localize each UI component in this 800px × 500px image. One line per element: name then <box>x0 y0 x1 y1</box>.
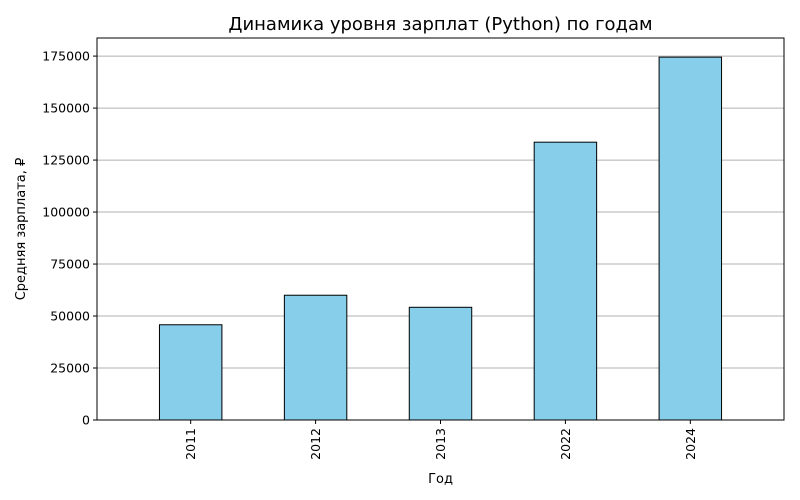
y-tick-label: 150000 <box>42 101 90 116</box>
y-tick-label: 50000 <box>50 309 90 324</box>
bar-2011 <box>158 324 223 421</box>
y-tick-label: 125000 <box>42 153 90 168</box>
bar-2022 <box>533 141 598 421</box>
x-tick-label: 2012 <box>308 428 323 460</box>
bar-2024 <box>658 56 723 421</box>
bar-2013 <box>408 306 473 421</box>
y-tick-label: 0 <box>82 413 90 428</box>
x-axis-label: Год <box>428 472 453 487</box>
y-tick-label: 25000 <box>50 361 90 376</box>
y-axis-label: Средняя зарплата, ₽ <box>14 158 29 301</box>
bar-2012 <box>283 294 348 421</box>
x-tick-label: 2013 <box>433 428 448 460</box>
y-axis-ticks: 0 25000 50000 75000 100000 125000 150000 175000 <box>42 49 97 428</box>
y-tick-label: 75000 <box>50 257 90 272</box>
x-axis-ticks: 2011 2012 2013 2022 2024 <box>183 420 698 460</box>
y-tick-label: 175000 <box>42 49 90 64</box>
chart-title: Динамика уровня зарплат (Python) по года… <box>228 14 652 35</box>
x-tick-label: 2022 <box>558 428 573 460</box>
y-tick-label: 100000 <box>42 205 90 220</box>
bars <box>158 56 723 421</box>
x-tick-label: 2024 <box>683 428 698 460</box>
x-tick-label: 2011 <box>183 428 198 460</box>
